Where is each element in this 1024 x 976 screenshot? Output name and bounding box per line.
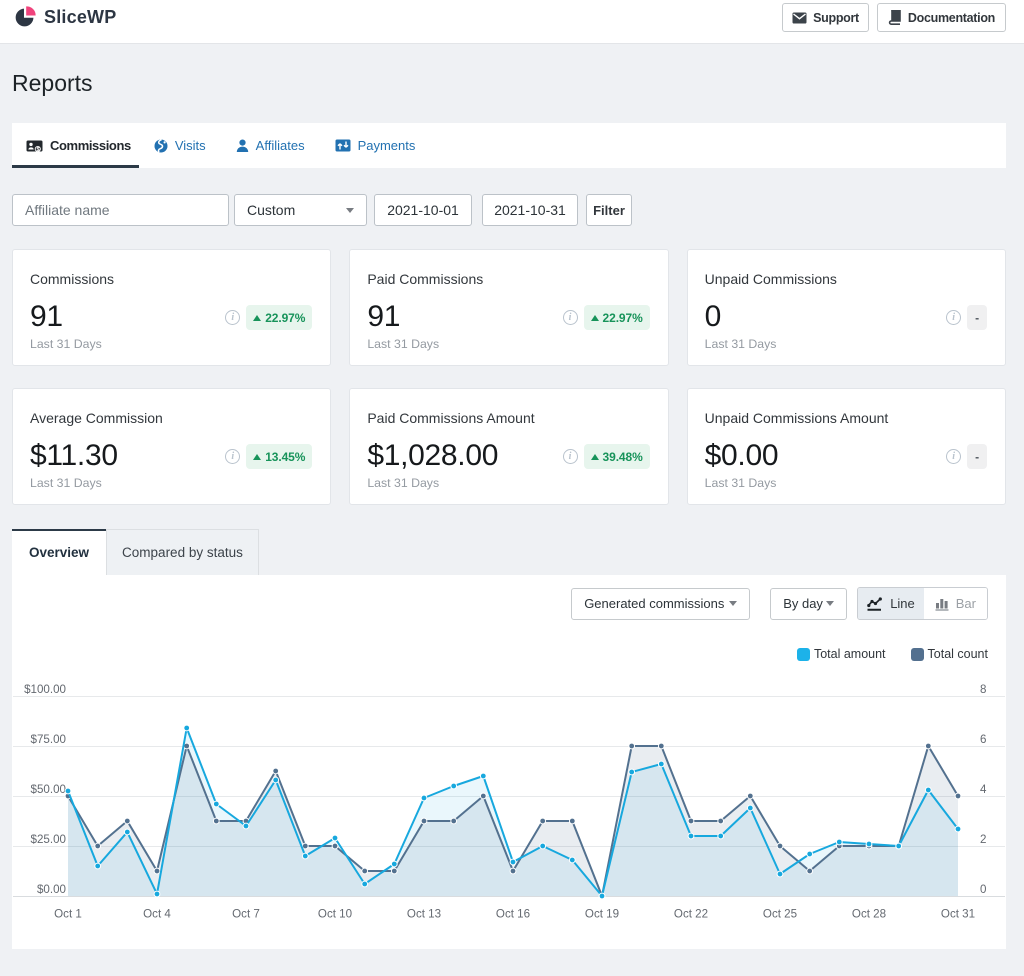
- svg-text:0: 0: [980, 883, 986, 896]
- svg-text:$: $: [36, 147, 39, 153]
- svg-text:Oct 10: Oct 10: [318, 908, 352, 921]
- svg-text:$50.00: $50.00: [31, 783, 66, 796]
- svg-text:$75.00: $75.00: [31, 733, 66, 746]
- svg-text:2: 2: [980, 833, 986, 846]
- svg-text:6: 6: [980, 733, 986, 746]
- svg-text:Oct 19: Oct 19: [585, 908, 619, 921]
- svg-text:Oct 25: Oct 25: [763, 908, 797, 921]
- svg-text:4: 4: [980, 783, 987, 796]
- svg-text:Oct 1: Oct 1: [54, 908, 82, 921]
- svg-text:$0.00: $0.00: [37, 883, 66, 896]
- svg-text:$100.00: $100.00: [24, 683, 66, 696]
- svg-text:Oct 28: Oct 28: [852, 908, 886, 921]
- svg-text:Oct 31: Oct 31: [941, 908, 975, 921]
- svg-text:8: 8: [980, 683, 986, 696]
- svg-text:$25.00: $25.00: [31, 833, 66, 846]
- svg-text:Oct 16: Oct 16: [496, 908, 530, 921]
- svg-text:Oct 22: Oct 22: [674, 908, 708, 921]
- svg-text:Oct 13: Oct 13: [407, 908, 441, 921]
- svg-text:Oct 4: Oct 4: [143, 908, 171, 921]
- svg-text:Oct 7: Oct 7: [232, 908, 260, 921]
